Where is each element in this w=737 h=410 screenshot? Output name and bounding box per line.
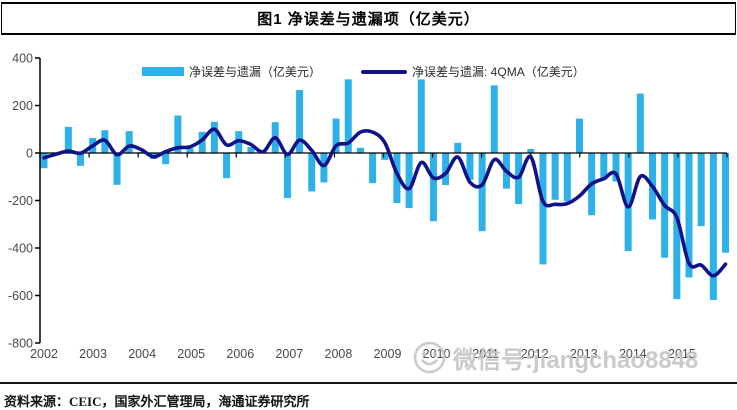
bar-quarter-42 xyxy=(551,153,559,200)
bar-quarter-20 xyxy=(283,153,291,199)
bar-quarter-13 xyxy=(198,131,206,153)
y-tick-label: 400 xyxy=(12,52,33,66)
bar-quarter-17 xyxy=(247,147,255,153)
bar-quarter-22 xyxy=(308,153,316,192)
bar-quarter-6 xyxy=(113,153,121,185)
bar-quarter-15 xyxy=(223,153,231,179)
source-note: 资料来源：CEIC，国家外汇管理局，海通证券研究所 xyxy=(0,382,737,410)
legend-item-bars: 净误差与遗漏（亿美元） xyxy=(142,63,321,80)
figure-title-box: 图1 净误差与遗漏项（亿美元） xyxy=(1,2,736,35)
bar-quarter-2 xyxy=(64,126,72,153)
bar-quarter-33 xyxy=(442,153,450,186)
x-year-label-2009: 2009 xyxy=(374,347,402,361)
x-year-label-2005: 2005 xyxy=(177,347,205,361)
bar-series-swatch xyxy=(142,67,184,76)
bar-quarter-34 xyxy=(454,142,462,153)
bar-quarter-7 xyxy=(125,131,133,153)
x-year-label-2008: 2008 xyxy=(325,347,353,361)
bar-quarter-10 xyxy=(162,153,170,165)
x-year-label-2013: 2013 xyxy=(570,347,598,361)
y-tick-label: -600 xyxy=(8,289,33,303)
bar-quarter-21 xyxy=(296,90,304,153)
wechat-watermark: 微信号:jiangchao8848 xyxy=(413,340,698,375)
bar-quarter-40 xyxy=(527,148,535,153)
bar-quarter-49 xyxy=(636,93,644,153)
x-year-label-2003: 2003 xyxy=(79,347,107,361)
y-tick-label: -400 xyxy=(8,242,33,256)
bar-quarter-31 xyxy=(417,79,425,153)
bar-quarter-24 xyxy=(332,118,340,153)
bar-quarter-52 xyxy=(673,153,681,300)
bar-quarter-48 xyxy=(624,153,632,252)
bar-quarter-23 xyxy=(320,153,328,183)
bar-quarter-53 xyxy=(685,153,693,278)
x-year-label-2006: 2006 xyxy=(226,347,254,361)
x-year-label-2012: 2012 xyxy=(521,347,549,361)
bar-quarter-41 xyxy=(539,153,547,265)
bar-quarter-26 xyxy=(356,147,364,153)
bar-quarter-44 xyxy=(575,118,583,153)
legend-item-line: 净误差与遗漏: 4QMA（亿美元） xyxy=(361,63,585,80)
x-year-label-2002: 2002 xyxy=(30,347,58,361)
bar-quarter-36 xyxy=(478,153,486,232)
x-year-label-2007: 2007 xyxy=(275,347,303,361)
chart-legend: 净误差与遗漏（亿美元） 净误差与遗漏: 4QMA（亿美元） xyxy=(142,63,585,80)
bar-quarter-29 xyxy=(393,153,401,204)
line-series-swatch xyxy=(361,69,408,74)
bar-quarter-37 xyxy=(490,85,498,153)
bar-quarter-55 xyxy=(709,153,717,301)
x-year-label-2011: 2011 xyxy=(472,347,499,361)
bar-quarter-28 xyxy=(381,153,389,160)
bar-quarter-25 xyxy=(344,79,352,153)
bar-quarter-35 xyxy=(466,153,474,180)
bar-quarter-30 xyxy=(405,153,413,209)
bar-quarter-32 xyxy=(429,153,437,222)
smiley-face-icon xyxy=(413,341,446,374)
bar-quarter-27 xyxy=(369,153,377,184)
wechat-id-text: 微信号:jiangchao8848 xyxy=(453,347,699,374)
x-year-label-2015: 2015 xyxy=(668,347,696,361)
y-tick-label: 200 xyxy=(12,99,33,113)
x-year-label-2004: 2004 xyxy=(128,347,156,361)
bar-quarter-43 xyxy=(563,153,571,202)
bar-quarter-46 xyxy=(600,153,608,180)
y-tick-label: -800 xyxy=(8,337,33,351)
bar-quarter-47 xyxy=(612,153,620,182)
x-year-label-2014: 2014 xyxy=(619,347,647,361)
bar-quarter-0 xyxy=(40,153,48,169)
qma-line xyxy=(42,127,728,278)
bar-quarter-54 xyxy=(697,153,705,227)
bar-quarter-56 xyxy=(722,153,730,253)
y-tick-label: 0 xyxy=(26,147,33,161)
figure-title: 图1 净误差与遗漏项（亿美元） xyxy=(257,11,480,28)
bar-series-label: 净误差与遗漏（亿美元） xyxy=(189,65,322,79)
bar-quarter-14 xyxy=(210,121,218,153)
y-tick-label: -200 xyxy=(8,194,33,208)
bar-quarter-11 xyxy=(174,115,182,153)
line-series-label: 净误差与遗漏: 4QMA（亿美元） xyxy=(412,65,585,79)
bar-quarter-12 xyxy=(186,148,194,153)
bar-quarter-3 xyxy=(77,153,85,166)
